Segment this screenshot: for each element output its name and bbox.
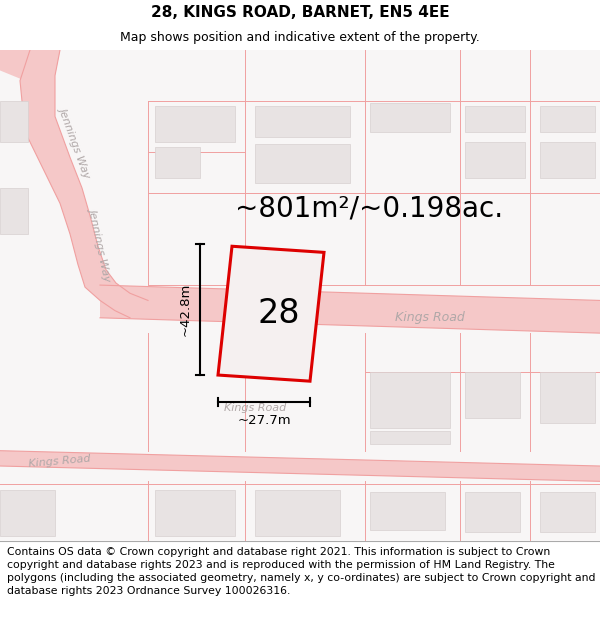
Polygon shape [218, 246, 324, 381]
Polygon shape [20, 50, 148, 318]
Bar [465, 491, 520, 532]
Text: Map shows position and indicative extent of the property.: Map shows position and indicative extent… [120, 31, 480, 44]
Bar [155, 106, 235, 142]
Text: Kings Road: Kings Road [29, 453, 91, 469]
Bar [540, 142, 595, 177]
Polygon shape [0, 451, 600, 481]
Bar [155, 489, 235, 536]
Bar [255, 106, 350, 137]
Text: 28, KINGS ROAD, BARNET, EN5 4EE: 28, KINGS ROAD, BARNET, EN5 4EE [151, 5, 449, 20]
Bar [370, 372, 450, 428]
Bar [0, 101, 28, 142]
Bar [370, 431, 450, 444]
Bar [465, 372, 520, 418]
Text: Jennings Way: Jennings Way [58, 105, 92, 179]
Bar [540, 372, 595, 423]
Polygon shape [100, 285, 600, 333]
Bar [255, 144, 350, 183]
Polygon shape [0, 50, 60, 81]
Bar [465, 106, 525, 132]
Bar [255, 489, 340, 536]
Bar [540, 106, 595, 132]
Bar [0, 188, 28, 234]
Bar [370, 491, 445, 531]
Bar [0, 489, 55, 536]
Text: ~42.8m: ~42.8m [179, 283, 192, 336]
Polygon shape [100, 285, 148, 318]
Text: Jennings Way: Jennings Way [88, 207, 113, 282]
Text: ~801m²/~0.198ac.: ~801m²/~0.198ac. [235, 194, 503, 222]
Text: Kings Road: Kings Road [224, 402, 286, 412]
Bar [155, 147, 200, 178]
Bar [370, 103, 450, 132]
Bar [465, 142, 525, 177]
Text: Kings Road: Kings Road [395, 311, 465, 324]
Text: Contains OS data © Crown copyright and database right 2021. This information is : Contains OS data © Crown copyright and d… [7, 546, 596, 596]
Text: 28: 28 [258, 298, 300, 330]
Text: ~27.7m: ~27.7m [237, 414, 291, 427]
Bar [540, 491, 595, 532]
